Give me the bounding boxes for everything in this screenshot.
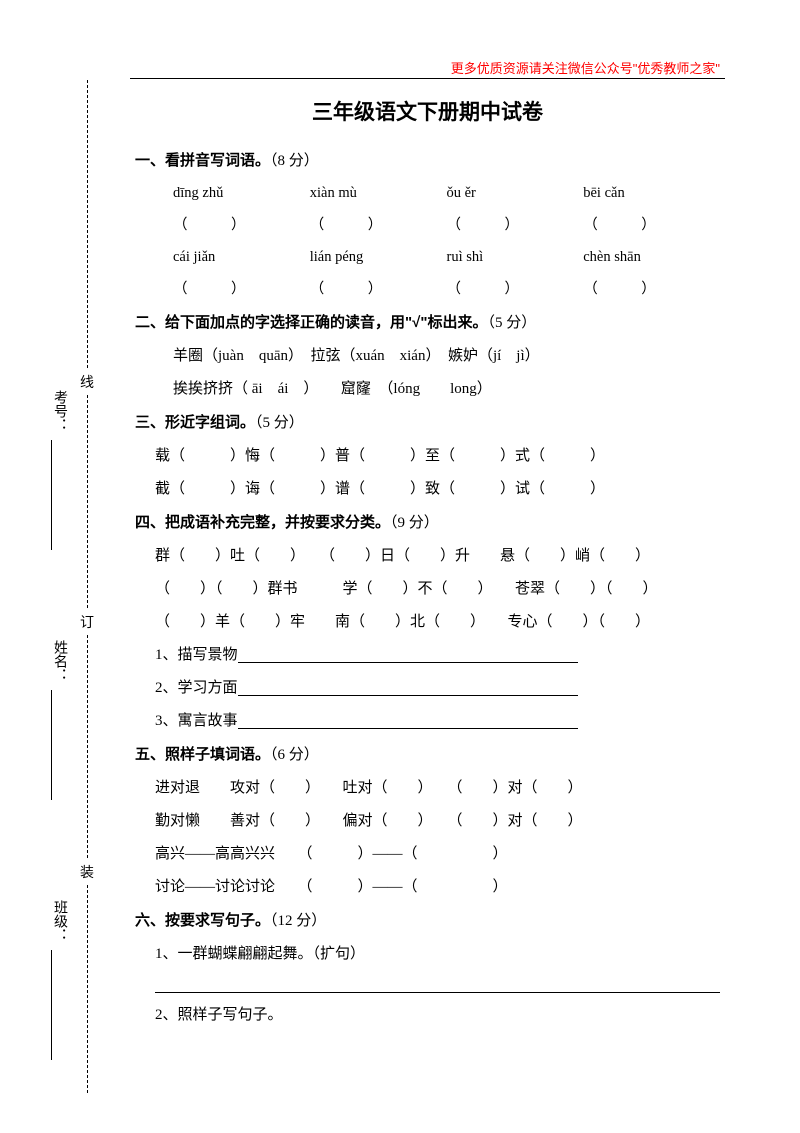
header-rule bbox=[130, 78, 725, 79]
blank: （ ） bbox=[173, 274, 310, 306]
pinyin: ǒu ěr bbox=[447, 178, 584, 210]
s6-points: （12 分） bbox=[270, 913, 326, 929]
cat-label: 3、寓言故事 bbox=[155, 713, 238, 729]
ding-char: 订 bbox=[80, 610, 94, 634]
zhuang-char: 装 bbox=[80, 860, 94, 884]
num-label: 考号： bbox=[49, 390, 69, 432]
blank: （ ） bbox=[583, 210, 720, 242]
s4-title: 四、把成语补充完整，并按要求分类。 bbox=[135, 514, 390, 531]
section-3-head: 三、形近字组词。（5 分） bbox=[135, 406, 720, 440]
header-note: 更多优质资源请关注微信公众号"优秀教师之家" bbox=[451, 58, 720, 77]
blank: （ ） bbox=[447, 274, 584, 306]
s6-q2: 2、照样子写句子。 bbox=[135, 999, 720, 1032]
num-field bbox=[49, 440, 52, 550]
s4-line1: 群（ ）吐（ ） （ ）日（ ）升 悬（ ）峭（ ） bbox=[135, 540, 720, 573]
s3-line2: 截（ ）诲（ ）谱（ ）致（ ）试（ ） bbox=[135, 473, 720, 506]
s6-q1: 1、一群蝴蝶翩翩起舞。（扩句） bbox=[135, 938, 720, 971]
xian-char: 线 bbox=[80, 370, 94, 394]
s3-points: （5 分） bbox=[255, 415, 304, 431]
blank: （ ） bbox=[583, 274, 720, 306]
s5-line1: 进对退 攻对（ ） 吐对（ ） （ ）对（ ） bbox=[135, 772, 720, 805]
s5-line2: 勤对懒 善对（ ） 偏对（ ） （ ）对（ ） bbox=[135, 805, 720, 838]
s1-title: 一、看拼音写词语。 bbox=[135, 152, 270, 169]
s4-line2: （ ）（ ）群书 学（ ）不（ ） 苍翠（ ）（ ） bbox=[135, 573, 720, 606]
blank: （ ） bbox=[310, 210, 447, 242]
s2-points: （5 分） bbox=[487, 315, 536, 331]
binding-margin: 班级： 装 姓名： 订 考号： 线 bbox=[55, 80, 115, 1093]
section-2-head: 二、给下面加点的字选择正确的读音，用"√"标出来。（5 分） bbox=[135, 306, 720, 340]
s4-cat2: 2、学习方面 bbox=[135, 672, 720, 705]
s3-line1: 载（ ）悔（ ）普（ ）至（ ）式（ ） bbox=[135, 440, 720, 473]
s1-pinyin-row2: cái jiǎn lián péng ruì shì chèn shān bbox=[135, 242, 720, 274]
s6-title: 六、按要求写句子。 bbox=[135, 912, 270, 929]
class-label: 班级： bbox=[49, 900, 69, 942]
s4-cat3: 3、寓言故事 bbox=[135, 705, 720, 738]
pinyin: chèn shān bbox=[583, 242, 720, 274]
blank: （ ） bbox=[310, 274, 447, 306]
s5-line4: 讨论——讨论讨论 （ ）——（ ） bbox=[135, 871, 720, 904]
fill-line bbox=[238, 680, 578, 696]
s2-line1: 羊圈（juàn quān） 拉弦（xuán xián） 嫉妒（jí jì） bbox=[135, 340, 720, 373]
pinyin: xiàn mù bbox=[310, 178, 447, 210]
s4-cat1: 1、描写景物 bbox=[135, 639, 720, 672]
blank: （ ） bbox=[447, 210, 584, 242]
class-field bbox=[49, 950, 52, 1060]
s2-title: 二、给下面加点的字选择正确的读音，用"√"标出来。 bbox=[135, 314, 487, 331]
s2-line2: 挨挨挤挤（ āi ái ） 窟窿 （lóng long） bbox=[135, 373, 720, 406]
section-1-head: 一、看拼音写词语。（8 分） bbox=[135, 144, 720, 178]
s5-title: 五、照样子填词语。 bbox=[135, 746, 270, 763]
section-4-head: 四、把成语补充完整，并按要求分类。（9 分） bbox=[135, 506, 720, 540]
pinyin: lián péng bbox=[310, 242, 447, 274]
s5-line3: 高兴——高高兴兴 （ ）——（ ） bbox=[135, 838, 720, 871]
fill-line bbox=[238, 713, 578, 729]
pinyin: cái jiǎn bbox=[173, 242, 310, 274]
exam-title: 三年级语文下册期中试卷 bbox=[135, 90, 720, 136]
section-6-head: 六、按要求写句子。（12 分） bbox=[135, 904, 720, 938]
s1-pinyin-row1: dīng zhǔ xiàn mù ǒu ěr bēi cǎn bbox=[135, 178, 720, 210]
s3-title: 三、形近字组词。 bbox=[135, 414, 255, 431]
pinyin: bēi cǎn bbox=[583, 178, 720, 210]
answer-line bbox=[155, 975, 720, 993]
s1-blank-row1: （ ） （ ） （ ） （ ） bbox=[135, 210, 720, 242]
page-content: 三年级语文下册期中试卷 一、看拼音写词语。（8 分） dīng zhǔ xiàn… bbox=[135, 90, 720, 1032]
dash-line bbox=[87, 80, 88, 1093]
name-field bbox=[49, 690, 52, 800]
name-label: 姓名： bbox=[49, 640, 69, 682]
s4-line3: （ ）羊（ ）牢 南（ ）北（ ） 专心（ ）（ ） bbox=[135, 606, 720, 639]
s5-points: （6 分） bbox=[270, 747, 319, 763]
section-5-head: 五、照样子填词语。（6 分） bbox=[135, 738, 720, 772]
pinyin: ruì shì bbox=[447, 242, 584, 274]
s1-blank-row2: （ ） （ ） （ ） （ ） bbox=[135, 274, 720, 306]
pinyin: dīng zhǔ bbox=[173, 178, 310, 210]
blank: （ ） bbox=[173, 210, 310, 242]
s1-points: （8 分） bbox=[270, 153, 319, 169]
cat-label: 2、学习方面 bbox=[155, 680, 238, 696]
fill-line bbox=[238, 647, 578, 663]
cat-label: 1、描写景物 bbox=[155, 647, 238, 663]
s4-points: （9 分） bbox=[390, 515, 439, 531]
